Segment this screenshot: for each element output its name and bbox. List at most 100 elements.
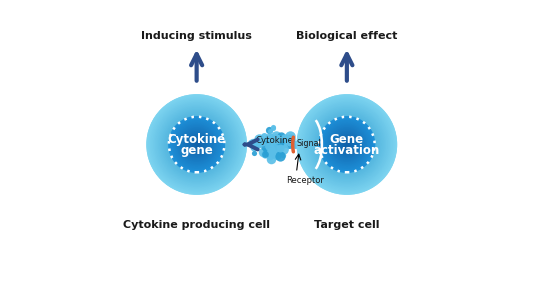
- Ellipse shape: [332, 130, 362, 159]
- Ellipse shape: [333, 131, 361, 158]
- Ellipse shape: [344, 142, 349, 147]
- Ellipse shape: [323, 121, 370, 168]
- Ellipse shape: [305, 102, 389, 187]
- Ellipse shape: [345, 143, 348, 146]
- Ellipse shape: [332, 129, 362, 160]
- Ellipse shape: [336, 134, 358, 155]
- Ellipse shape: [150, 98, 243, 191]
- Text: Gene: Gene: [330, 133, 364, 146]
- Ellipse shape: [183, 131, 210, 158]
- Ellipse shape: [326, 123, 368, 166]
- Ellipse shape: [151, 99, 242, 190]
- Ellipse shape: [190, 138, 203, 151]
- Text: Target cell: Target cell: [314, 220, 380, 230]
- Ellipse shape: [330, 127, 364, 162]
- Ellipse shape: [333, 131, 360, 158]
- Ellipse shape: [194, 142, 199, 147]
- Ellipse shape: [194, 142, 199, 147]
- Ellipse shape: [176, 124, 217, 165]
- Ellipse shape: [343, 141, 350, 148]
- Ellipse shape: [336, 133, 358, 156]
- Ellipse shape: [342, 140, 352, 149]
- Ellipse shape: [191, 139, 202, 150]
- Ellipse shape: [177, 125, 216, 164]
- Ellipse shape: [172, 119, 222, 170]
- Ellipse shape: [322, 120, 371, 169]
- Ellipse shape: [190, 138, 204, 151]
- Ellipse shape: [337, 135, 357, 154]
- Ellipse shape: [309, 106, 385, 183]
- Ellipse shape: [152, 100, 241, 189]
- Text: Signal: Signal: [297, 139, 321, 148]
- Text: Receptor: Receptor: [286, 176, 325, 185]
- Ellipse shape: [341, 139, 352, 150]
- Ellipse shape: [344, 142, 349, 147]
- Ellipse shape: [316, 114, 378, 175]
- Ellipse shape: [177, 125, 216, 164]
- Ellipse shape: [307, 105, 386, 184]
- Ellipse shape: [147, 95, 246, 194]
- Ellipse shape: [327, 125, 367, 164]
- Ellipse shape: [302, 100, 391, 189]
- Ellipse shape: [340, 138, 354, 151]
- Ellipse shape: [183, 131, 210, 158]
- Ellipse shape: [148, 96, 245, 193]
- Ellipse shape: [179, 127, 215, 162]
- Ellipse shape: [189, 137, 204, 152]
- Ellipse shape: [332, 130, 362, 159]
- Ellipse shape: [335, 132, 359, 157]
- Ellipse shape: [330, 128, 363, 161]
- Ellipse shape: [315, 113, 378, 176]
- Ellipse shape: [343, 140, 351, 149]
- Ellipse shape: [179, 127, 214, 162]
- Ellipse shape: [193, 140, 201, 149]
- Ellipse shape: [331, 128, 363, 161]
- Ellipse shape: [188, 136, 205, 153]
- Ellipse shape: [174, 122, 219, 167]
- Ellipse shape: [187, 135, 206, 154]
- Ellipse shape: [339, 137, 354, 152]
- Ellipse shape: [302, 100, 391, 189]
- Ellipse shape: [180, 128, 213, 161]
- Ellipse shape: [170, 118, 223, 171]
- Ellipse shape: [314, 112, 380, 177]
- Ellipse shape: [183, 131, 210, 158]
- Ellipse shape: [162, 110, 231, 179]
- Ellipse shape: [317, 115, 376, 174]
- Text: Cytokine: Cytokine: [256, 136, 294, 145]
- Ellipse shape: [325, 122, 369, 167]
- Ellipse shape: [157, 105, 236, 184]
- Ellipse shape: [328, 126, 365, 163]
- Ellipse shape: [185, 133, 208, 156]
- Ellipse shape: [163, 112, 230, 177]
- Ellipse shape: [300, 97, 394, 192]
- Ellipse shape: [173, 121, 220, 168]
- Ellipse shape: [325, 123, 368, 166]
- Ellipse shape: [342, 140, 352, 149]
- Ellipse shape: [310, 107, 384, 182]
- Ellipse shape: [180, 128, 213, 161]
- Ellipse shape: [170, 118, 223, 171]
- Ellipse shape: [178, 126, 215, 163]
- Ellipse shape: [338, 136, 355, 153]
- Ellipse shape: [327, 125, 367, 164]
- Ellipse shape: [175, 123, 218, 166]
- Ellipse shape: [301, 98, 393, 191]
- Text: activation: activation: [314, 144, 380, 157]
- Ellipse shape: [323, 121, 370, 168]
- Ellipse shape: [187, 135, 206, 154]
- Ellipse shape: [181, 128, 213, 161]
- Ellipse shape: [169, 117, 225, 172]
- Ellipse shape: [182, 130, 211, 159]
- Ellipse shape: [310, 108, 383, 181]
- Ellipse shape: [178, 126, 215, 163]
- Ellipse shape: [299, 97, 395, 192]
- Ellipse shape: [158, 106, 235, 183]
- Ellipse shape: [157, 105, 236, 184]
- Ellipse shape: [315, 112, 379, 177]
- Ellipse shape: [320, 117, 374, 172]
- Ellipse shape: [309, 106, 385, 183]
- Ellipse shape: [153, 101, 240, 188]
- Ellipse shape: [172, 120, 221, 169]
- Ellipse shape: [304, 101, 390, 188]
